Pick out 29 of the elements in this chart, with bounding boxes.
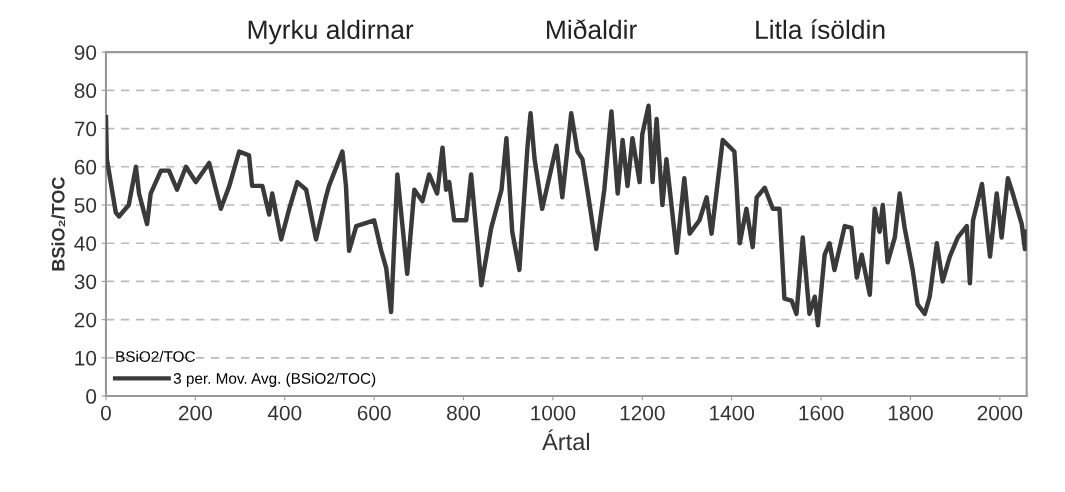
line-series <box>105 103 1027 328</box>
x-tick-label: 1200 <box>620 405 665 421</box>
x-tick-label: 400 <box>267 405 302 421</box>
y-tick-label: 60 <box>74 159 97 175</box>
y-tick-label: 30 <box>74 274 97 290</box>
x-tick-label: 1400 <box>710 405 755 421</box>
legend-label: 3 per. Mov. Avg. (BSiO2/TOC) <box>173 372 376 387</box>
text: Myrku aldirnar <box>248 19 414 45</box>
x-tick-label: 200 <box>179 405 212 421</box>
x-tick-label: 1800 <box>888 405 933 421</box>
x-tick-label: 1000 <box>531 405 576 421</box>
text: Litla ísöldin <box>756 19 885 40</box>
y-axis-title: BSiO₂/TOC <box>51 177 66 271</box>
y-tick-label: 80 <box>74 83 97 99</box>
x-tick-label: 1600 <box>799 405 844 421</box>
x-tick-label: 600 <box>357 405 391 421</box>
legend-title: BSiO2/TOC <box>116 350 195 362</box>
y-tick-label: 0 <box>86 389 97 404</box>
y-tick-label: 20 <box>74 312 97 328</box>
x-tick-label: 2000 <box>977 405 1023 421</box>
x-axis-title: Ártal <box>542 429 590 451</box>
y-tick-label: 70 <box>74 121 97 137</box>
y-tick-label: 10 <box>75 350 97 366</box>
y-tick-label: 40 <box>74 236 97 251</box>
text: Miðaldir <box>547 19 637 40</box>
x-tick-label: 800 <box>447 405 481 421</box>
y-tick-label: 50 <box>74 198 97 213</box>
x-tick-label: 0 <box>100 405 111 421</box>
y-tick-label: 90 <box>74 45 97 60</box>
